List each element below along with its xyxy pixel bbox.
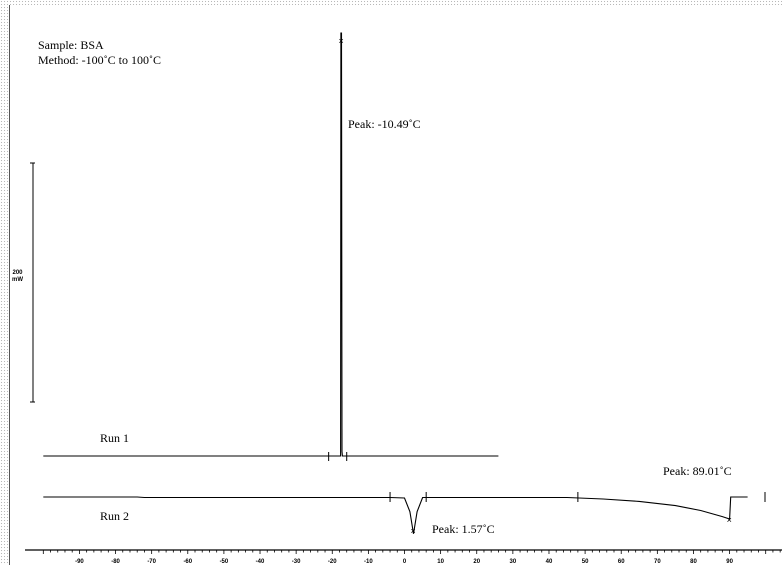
x-tick-label: 60 — [618, 559, 625, 565]
x-tick-label: 0 — [403, 559, 407, 565]
plot-area — [9, 5, 782, 565]
scale-bar — [30, 162, 35, 403]
peak-marker-run2-2: × — [727, 515, 732, 525]
x-tick-label: 40 — [546, 559, 553, 565]
x-tick-label: -90 — [75, 559, 84, 565]
method-label: Method: -100˚C to 100˚C — [38, 53, 161, 67]
x-tick-label: -80 — [111, 559, 120, 565]
peak-marker-run1: × — [338, 36, 343, 46]
x-tick-label: 90 — [726, 559, 733, 565]
sample-label: Sample: BSA — [38, 38, 104, 52]
x-tick-label: 80 — [690, 559, 697, 565]
x-tick-label: -60 — [183, 559, 192, 565]
x-tick-label: 30 — [510, 559, 517, 565]
peak-label-run2-2: Peak: 89.01˚C — [663, 464, 732, 478]
x-tick-label: -50 — [220, 559, 229, 565]
series-label-1: Run 1 — [100, 431, 129, 445]
x-tick-label: 50 — [582, 559, 589, 565]
x-tick-label: 70 — [654, 559, 661, 565]
x-tick-label: -30 — [292, 559, 301, 565]
x-tick-label: -40 — [256, 559, 265, 565]
peak-marker-run2-1: × — [411, 526, 416, 536]
scale-bar-label: 200 mW — [12, 270, 23, 284]
series-label-2: Run 2 — [100, 509, 129, 523]
x-tick-label: 20 — [473, 559, 480, 565]
x-tick-label: -70 — [147, 559, 156, 565]
x-tick-label: -10 — [364, 559, 373, 565]
scale-bar-value: 200 — [12, 270, 23, 276]
peak-label-run2-1: Peak: 1.57˚C — [432, 522, 495, 536]
series-line-1 — [43, 32, 499, 457]
scale-bar-unit: mW — [12, 277, 23, 283]
x-tick-label: -20 — [328, 559, 337, 565]
peak-label-run1: Peak: -10.49˚C — [348, 117, 421, 131]
series-line-2 — [43, 496, 748, 534]
x-tick-label: 10 — [437, 559, 444, 565]
